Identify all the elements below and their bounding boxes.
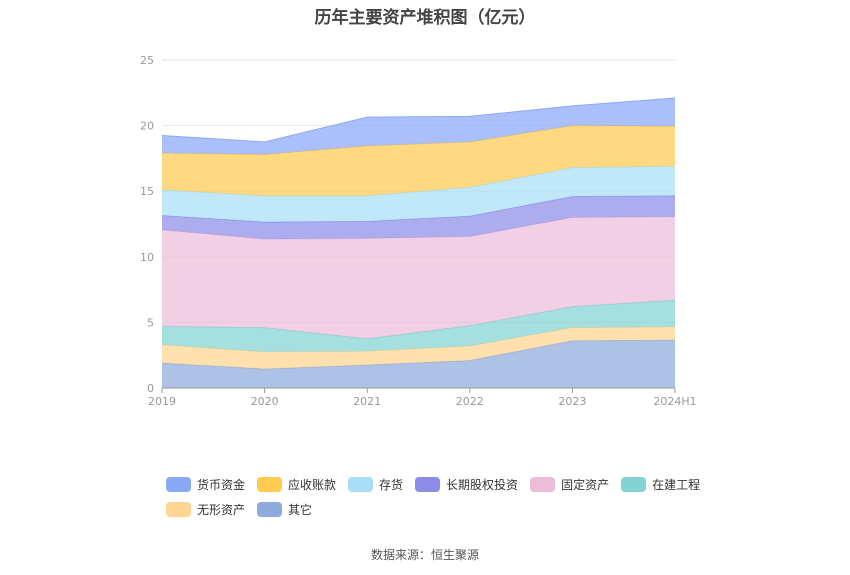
area-长期股权投资[interactable] [162, 195, 675, 240]
legend-label: 存货 [379, 478, 404, 492]
legend-label: 无形资产 [197, 503, 246, 517]
legend-swatch [621, 477, 647, 492]
y-tick-label: 20 [140, 120, 154, 133]
y-tick-label: 15 [140, 185, 154, 198]
legend-item-intangible[interactable]: 无形资产 [166, 501, 245, 518]
area-货币资金[interactable] [162, 98, 675, 155]
legend-swatch [415, 477, 441, 492]
legend-row: 货币资金 应收账款 存货 长期股权投资 固定资产 在建工程 [166, 472, 726, 497]
legend-swatch [348, 477, 374, 492]
legend-item-construction[interactable]: 在建工程 [621, 476, 700, 493]
legend-label: 在建工程 [652, 478, 701, 492]
x-tick-label: 2024H1 [653, 395, 696, 408]
legend-row: 无形资产 其它 [166, 497, 726, 522]
axes: 0 5 10 15 20 25 2019 2020 2021 2022 2023 2024H1 [140, 54, 697, 408]
legend-item-fixed-assets[interactable]: 固定资产 [530, 476, 609, 493]
legend-item-receivables[interactable]: 应收账款 [257, 476, 336, 493]
area-layers [161, 97, 676, 388]
legend-swatch [166, 477, 191, 492]
legend-item-cash[interactable]: 货币资金 [166, 476, 245, 493]
legend-item-equity-investment[interactable]: 长期股权投资 [415, 476, 518, 493]
x-tick-label: 2020 [251, 395, 279, 408]
y-tick-label: 10 [140, 251, 154, 264]
area-应收账款[interactable] [162, 125, 675, 196]
y-tick-label: 25 [140, 54, 154, 67]
legend-label: 应收账款 [288, 478, 337, 492]
legend-item-inventory[interactable]: 存货 [348, 476, 403, 493]
legend-label: 固定资产 [561, 478, 610, 492]
legend-label: 货币资金 [197, 478, 246, 492]
area-在建工程[interactable] [162, 300, 675, 352]
y-tick-label: 5 [147, 316, 154, 329]
legend-label: 其它 [288, 503, 313, 517]
legend-swatch [257, 502, 283, 517]
x-tick-label: 2022 [456, 395, 484, 408]
area-存货[interactable] [162, 166, 675, 223]
legend-item-other[interactable]: 其它 [257, 501, 312, 518]
x-tick-label: 2019 [148, 395, 176, 408]
area-固定资产[interactable] [162, 216, 675, 339]
chart-title: 历年主要资产堆积图（亿元） [314, 8, 536, 28]
legend-swatch [257, 477, 283, 492]
x-tick-label: 2021 [353, 395, 381, 408]
legend: 货币资金 应收账款 存货 长期股权投资 固定资产 在建工程 无形资产 [166, 472, 726, 522]
area-edge-货币资金 [161, 97, 676, 143]
legend-label: 长期股权投资 [446, 478, 519, 492]
legend-swatch [166, 502, 191, 517]
area-其它[interactable] [162, 340, 675, 388]
x-tick-label: 2023 [558, 395, 586, 408]
y-tick-label: 0 [147, 382, 154, 395]
area-无形资产[interactable] [162, 326, 675, 369]
legend-swatch [530, 477, 556, 492]
data-source: 数据来源：恒生聚源 [370, 548, 479, 562]
